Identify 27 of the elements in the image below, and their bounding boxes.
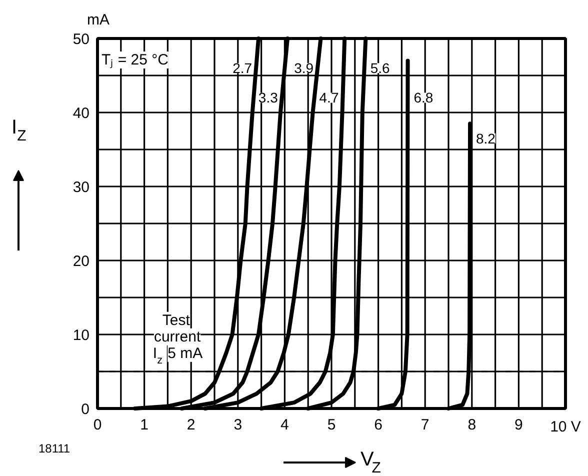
text: 18111 bbox=[38, 442, 70, 456]
series-label: 2.7 bbox=[232, 60, 252, 76]
series-label: 5.6 bbox=[370, 60, 390, 76]
x-tick-label: 4 bbox=[280, 416, 289, 434]
x-tick-label: 0 bbox=[93, 416, 102, 434]
series-label: 8.2 bbox=[476, 130, 496, 146]
text: mA bbox=[87, 12, 110, 28]
x-tick-label: 8 bbox=[468, 416, 476, 434]
y-tick-label: 30 bbox=[72, 179, 90, 196]
x-tick-label: 2 bbox=[186, 416, 196, 434]
y-tick-label: 20 bbox=[72, 253, 90, 270]
series-label: 3.3 bbox=[258, 90, 278, 106]
y-tick-label: 10 bbox=[72, 327, 90, 344]
x-tick-label: 1 bbox=[140, 416, 148, 434]
series-label: 3.9 bbox=[294, 60, 314, 76]
x-tick-label: 3 bbox=[234, 416, 242, 434]
y-tick-label: 0 bbox=[81, 401, 90, 418]
x-tick-label: 10 V bbox=[550, 418, 581, 436]
x-tick-label: 6 bbox=[374, 416, 382, 434]
x-tick-label: 5 bbox=[327, 416, 336, 434]
y-tick-label: 50 bbox=[72, 31, 90, 48]
annotation: Tⱼ = 25 °C bbox=[102, 52, 169, 68]
x-tick-label: 7 bbox=[420, 416, 430, 434]
x-tick-label: 9 bbox=[514, 416, 523, 434]
series-label: 6.8 bbox=[414, 90, 434, 106]
y-tick-label: 40 bbox=[72, 105, 90, 122]
series-label: 4.7 bbox=[319, 90, 339, 106]
